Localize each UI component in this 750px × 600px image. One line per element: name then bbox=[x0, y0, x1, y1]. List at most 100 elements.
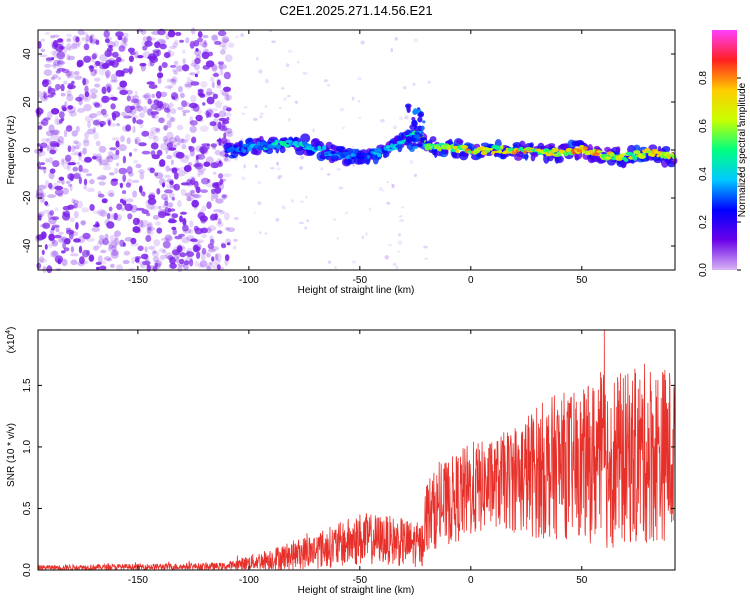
spectrogram-noise-point bbox=[95, 140, 101, 147]
spectrogram-noise-point bbox=[276, 163, 279, 166]
spectrogram-noise-point bbox=[279, 174, 283, 178]
spectrogram-noise-point bbox=[75, 36, 80, 43]
spectrogram-noise-point bbox=[109, 234, 119, 242]
spectrogram-x-ticks: -150 -100 -50 0 50 bbox=[128, 30, 588, 286]
spectrogram-noise-point bbox=[101, 198, 108, 204]
spectrogram-noise-point bbox=[219, 68, 224, 76]
spectrogram-trace-point bbox=[374, 147, 382, 154]
spectrogram-noise-point bbox=[65, 227, 72, 233]
spectrogram-noise-point bbox=[58, 231, 64, 235]
spectrogram-noise-point bbox=[201, 253, 206, 261]
spectrogram-trace-point bbox=[495, 145, 502, 151]
spectrogram-noise-point bbox=[154, 41, 161, 49]
spectrogram-noise-point bbox=[195, 186, 201, 194]
spectrogram-noise-point bbox=[55, 228, 60, 233]
spectrogram-noise-point bbox=[105, 83, 112, 89]
spectrogram-noise-point bbox=[129, 204, 138, 213]
spectrogram-noise-point bbox=[83, 55, 92, 63]
spectrogram-noise-point bbox=[218, 160, 222, 164]
spectrogram-noise-point bbox=[168, 167, 177, 172]
spectrogram-noise-point bbox=[154, 127, 161, 132]
spectrogram-noise-point bbox=[199, 125, 209, 133]
spectrogram-noise-point bbox=[134, 136, 141, 145]
spectrogram-noise-point bbox=[43, 166, 47, 174]
spectrogram-noise-point bbox=[35, 107, 44, 115]
spectrogram-noise-point bbox=[215, 198, 224, 204]
spectrogram-noise-point bbox=[158, 248, 166, 253]
spectrogram-noise-point bbox=[102, 166, 112, 171]
spectrogram-noise-point bbox=[166, 113, 171, 119]
spectrogram-noise-point bbox=[132, 226, 141, 233]
spectrogram-noise-point bbox=[134, 256, 142, 260]
spectrogram-noise-point bbox=[380, 118, 385, 123]
spectrogram-noise-point bbox=[336, 168, 341, 171]
spectrogram-noise-point bbox=[107, 247, 113, 252]
spectrogram-noise-point bbox=[217, 218, 222, 225]
spectrogram-noise-point bbox=[159, 254, 169, 259]
spectrogram-noise-point bbox=[210, 143, 217, 148]
spectrogram-noise-point bbox=[210, 193, 214, 202]
spectrogram-noise-point bbox=[61, 258, 68, 267]
spectrogram-noise-point bbox=[176, 124, 184, 131]
spectrogram-noise-point bbox=[398, 116, 404, 121]
snr-y-ticks: 0.0 0.5 1.0 1.5 bbox=[22, 378, 675, 577]
spectrogram-noise-point bbox=[141, 253, 149, 260]
spectrogram-noise-point bbox=[189, 72, 196, 76]
spectrogram-noise-point bbox=[196, 251, 201, 259]
spectrogram-noise-point bbox=[132, 217, 140, 226]
spectrogram-noise-point bbox=[357, 77, 362, 81]
spectrogram-noise-point bbox=[141, 40, 148, 46]
spectrogram-noise-point bbox=[40, 231, 47, 240]
spectrogram-trace-point bbox=[416, 143, 423, 147]
spectrogram-noise-point bbox=[158, 205, 162, 210]
spectrogram-noise-point bbox=[187, 161, 193, 167]
spectrogram-noise-point bbox=[209, 238, 215, 245]
spectrogram-noise-point bbox=[211, 34, 218, 41]
spectrogram-noise-point bbox=[187, 197, 195, 202]
spectrogram-trace-point bbox=[452, 145, 459, 150]
spectrogram-noise-point bbox=[198, 119, 204, 123]
spectrogram-noise-point bbox=[177, 266, 183, 272]
spectrogram-trace-point bbox=[377, 153, 382, 158]
spectrogram-noise-point bbox=[130, 237, 137, 245]
spectrogram-noise-point bbox=[122, 125, 130, 132]
spectrogram-noise-point bbox=[99, 54, 108, 62]
spectrogram-noise-point bbox=[296, 156, 299, 160]
spectrogram-noise-point bbox=[146, 212, 151, 217]
spectrogram-noise-point bbox=[139, 112, 145, 118]
spectrogram-noise-point bbox=[76, 61, 83, 68]
spectrogram-noise-point bbox=[256, 56, 259, 62]
spectrogram-noise-point bbox=[166, 142, 173, 149]
spectrogram-noise-point bbox=[147, 198, 157, 205]
spectrogram-noise-point bbox=[66, 42, 72, 51]
spectrogram-noise-point bbox=[153, 135, 159, 143]
spectrogram-noise-point bbox=[222, 38, 229, 43]
spectrogram-trace-point bbox=[523, 150, 527, 155]
spectrogram-noise-point bbox=[264, 232, 268, 235]
spectrogram-noise-point bbox=[95, 118, 102, 127]
spectrogram-noise-point bbox=[73, 146, 80, 150]
spectrogram-noise-point bbox=[76, 200, 84, 209]
spectrogram-noise-point bbox=[264, 105, 268, 108]
spectrogram-noise-point bbox=[60, 158, 65, 166]
spectrogram-y-tick-label: 20 bbox=[22, 96, 33, 108]
spectrogram-noise-point bbox=[168, 137, 177, 144]
spectrogram-noise-point bbox=[154, 262, 159, 268]
spectrogram-noise-point bbox=[221, 36, 230, 44]
spectrogram-noise-point bbox=[141, 130, 150, 137]
spectrogram-noise-point bbox=[94, 102, 100, 108]
spectrogram-noise-point bbox=[135, 119, 144, 125]
spectrogram-noise-point bbox=[390, 48, 393, 53]
snr-panel: -150 -100 -50 0 50 0.0 0.5 1.0 1.5 Height of st… bbox=[5, 327, 676, 596]
spectrogram-noise-point bbox=[75, 222, 79, 230]
spectrogram-trace-point bbox=[626, 152, 634, 156]
spectrogram-noise-point bbox=[179, 215, 183, 223]
spectrogram-noise-point bbox=[107, 58, 116, 66]
spectrogram-noise-point bbox=[213, 209, 223, 213]
spectrogram-noise-point bbox=[136, 102, 140, 109]
spectrogram-noise-point bbox=[214, 149, 222, 156]
spectrogram-trace-point bbox=[592, 152, 600, 156]
spectrogram-noise-point bbox=[392, 125, 398, 130]
spectrogram-noise-point bbox=[257, 181, 262, 185]
spectrogram-noise-point bbox=[104, 233, 109, 240]
